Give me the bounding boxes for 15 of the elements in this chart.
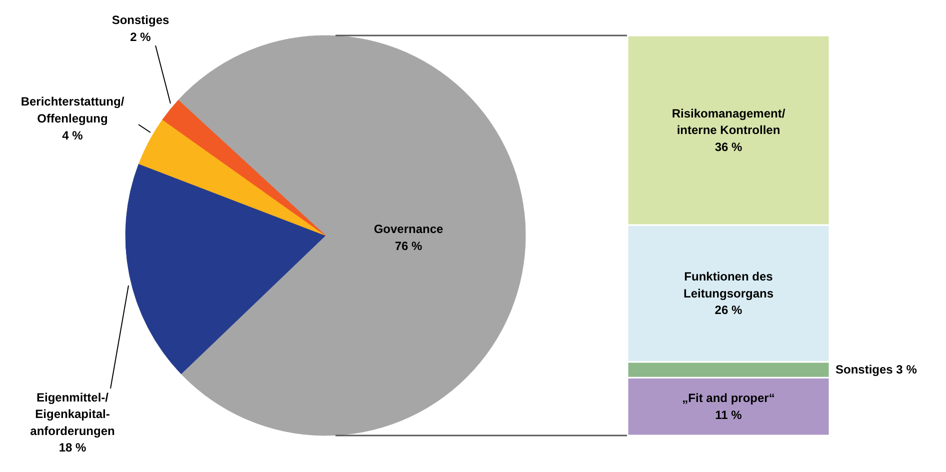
data-label: 36 %: [714, 140, 743, 154]
series-label: Risikomanagement/ interne Kontrollen: [672, 106, 786, 138]
series-label: Funktionen des Leitungsorgans: [683, 270, 774, 300]
data-label: 11 %: [715, 408, 742, 422]
slice-label: Sonstiges: [112, 13, 170, 28]
data-label: 26 %: [714, 303, 743, 318]
data-label: 18 %: [58, 440, 87, 455]
series-label: „Fit and proper“: [682, 391, 775, 406]
slice-label: Berichterstattung/ Offenlegung: [20, 94, 125, 126]
slice-label: Governance: [374, 222, 444, 236]
data-label: 76 %: [394, 238, 423, 253]
data-label: 4 %: [62, 128, 84, 142]
data-label: 2 %: [130, 30, 152, 44]
slice-label: Eigenmittel-/ Eigenkapital- anforderungen: [30, 390, 115, 438]
text: Sonstiges 3 %: [836, 362, 917, 377]
